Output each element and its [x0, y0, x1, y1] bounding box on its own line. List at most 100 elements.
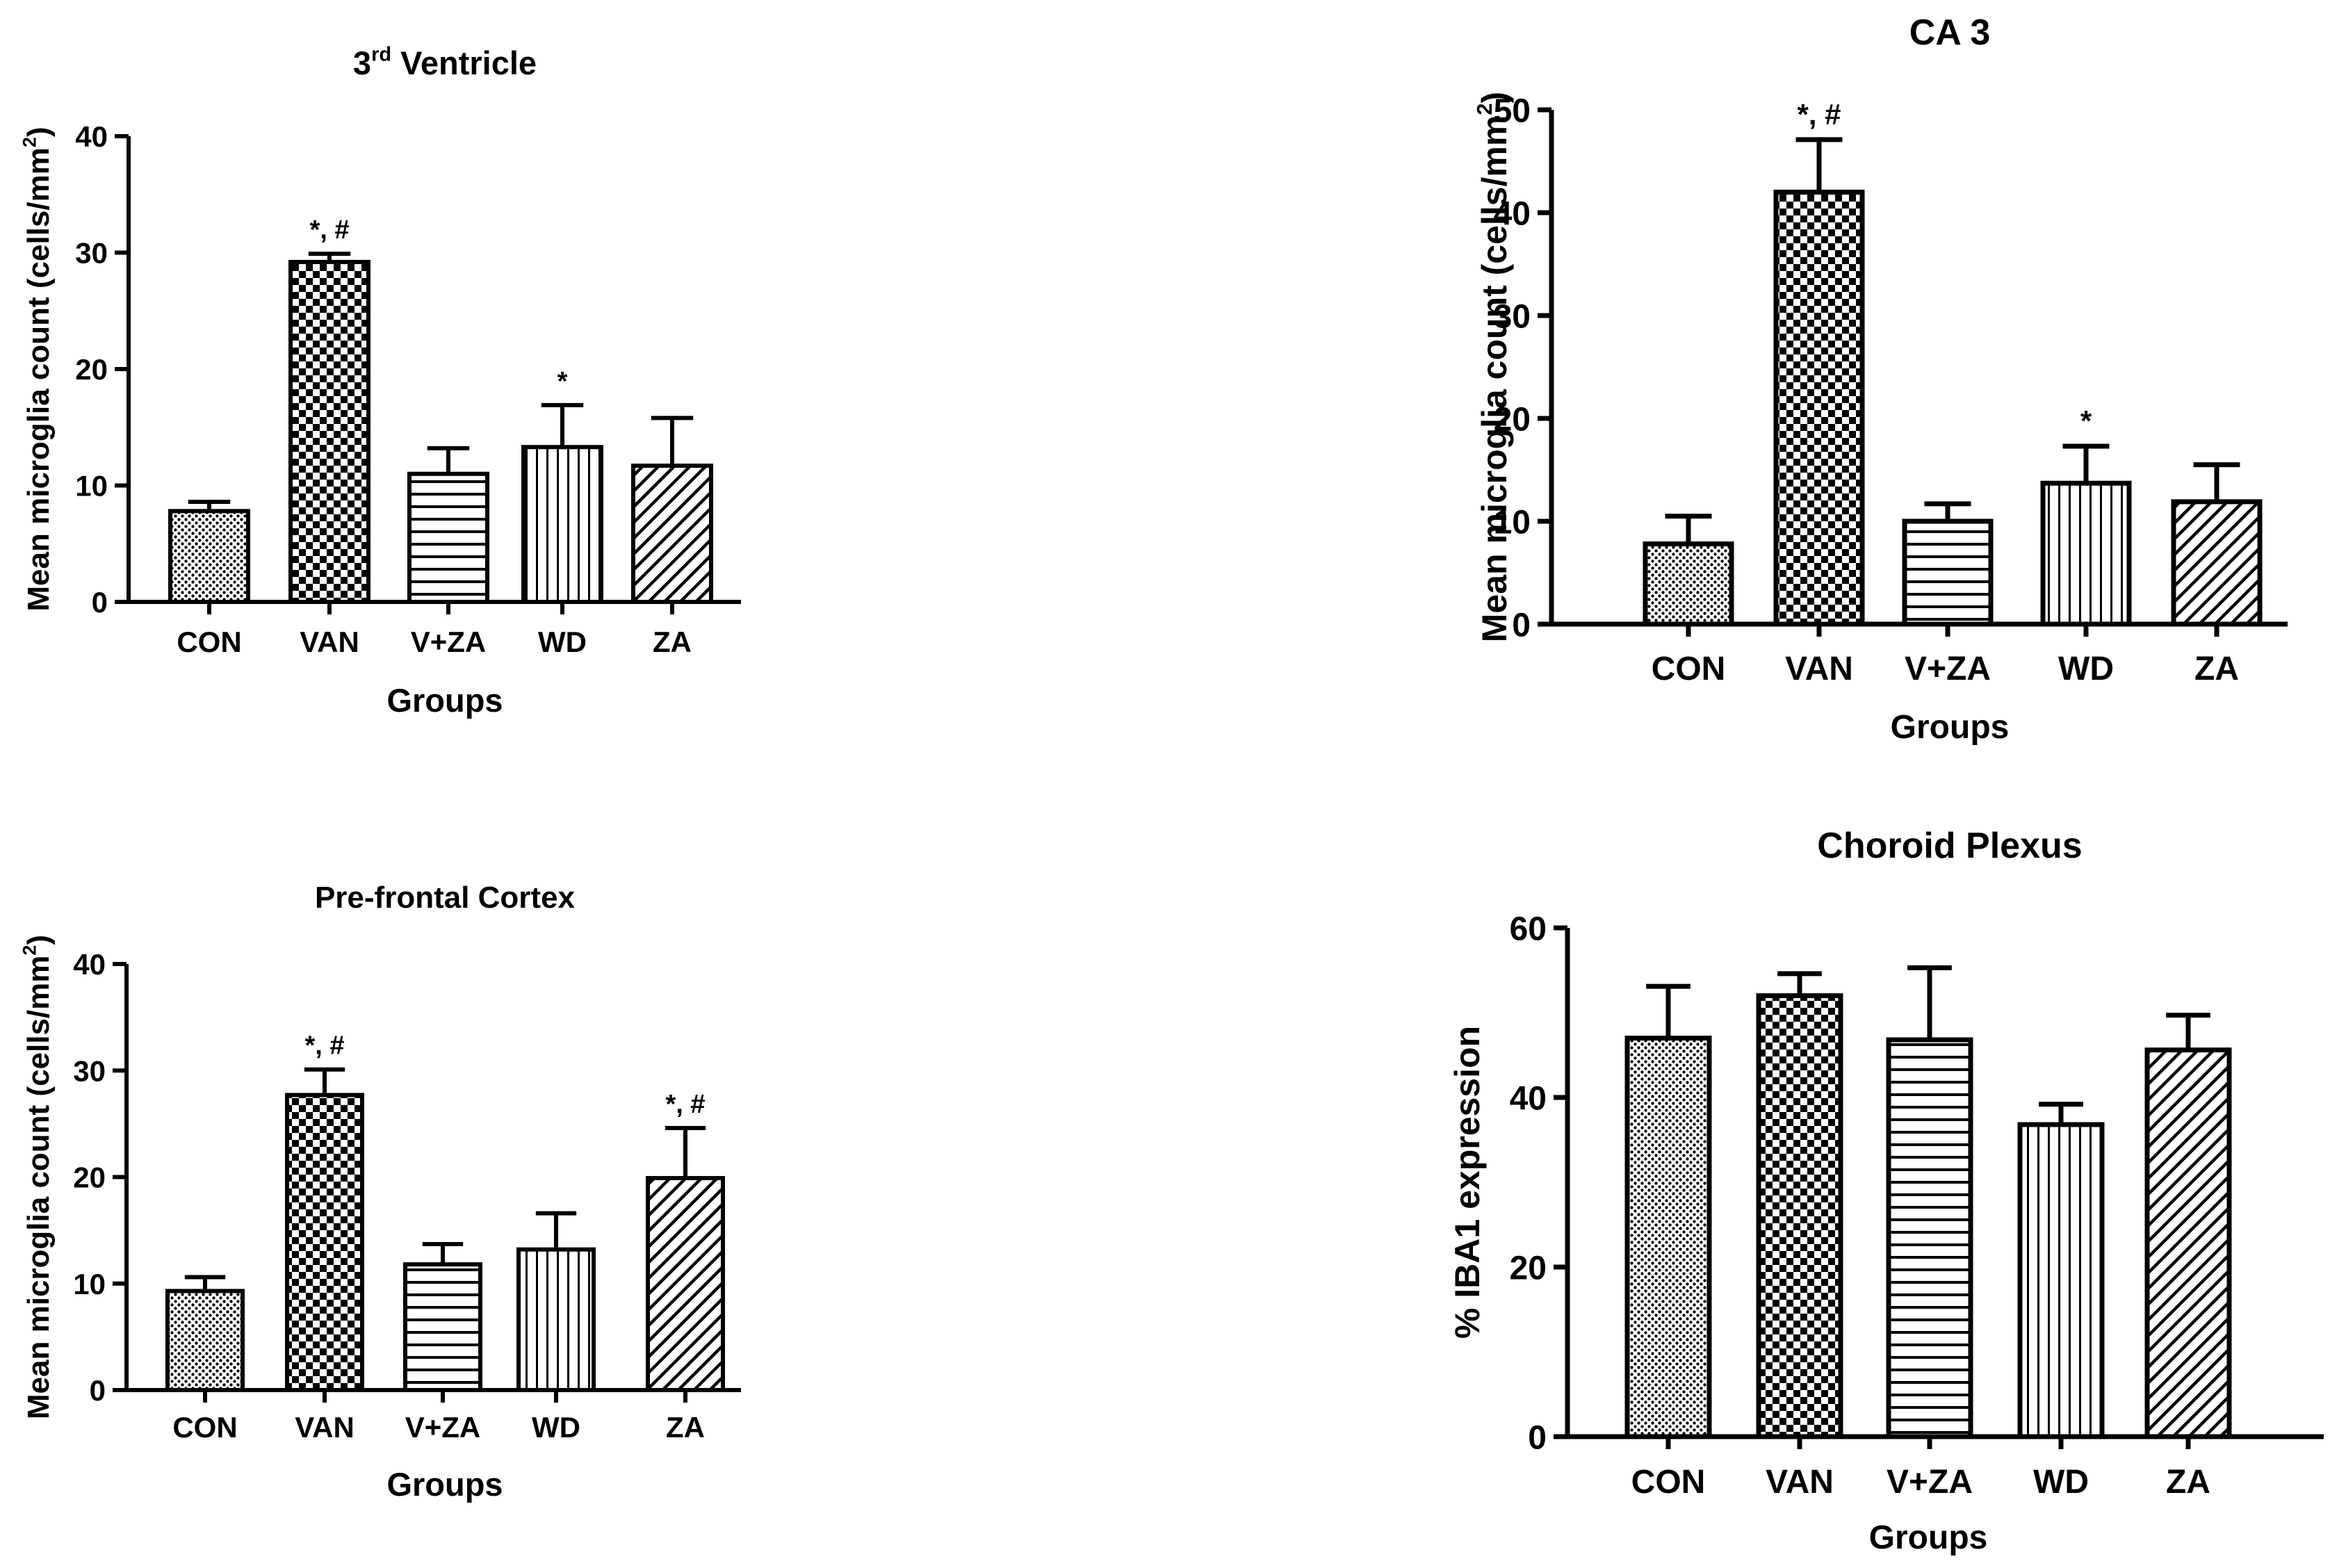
chart-title-main: 3 — [353, 44, 371, 81]
chart-title-main: Choroid Plexus — [1817, 826, 2082, 866]
bar-wd — [521, 445, 603, 604]
y-tick-label: 0 — [1512, 607, 1531, 644]
x-tick-label: CON — [1652, 651, 1726, 687]
y-axis-label-superscript: 2 — [19, 945, 40, 956]
bar-vplusza — [1902, 518, 1994, 627]
bar-za — [2171, 499, 2263, 627]
y-tick-label: 10 — [73, 1268, 106, 1300]
chart-title-main: Pre-frontal Cortex — [315, 881, 576, 915]
bar-wd — [516, 1247, 596, 1392]
y-tick-label: 10 — [75, 470, 108, 503]
bar-van — [288, 259, 370, 604]
chart-title: Choroid Plexus — [1817, 826, 2082, 866]
y-tick-label: 0 — [92, 586, 108, 619]
x-tick-label: WD — [2058, 651, 2114, 687]
bar-za — [646, 1176, 725, 1392]
y-tick-label: 30 — [73, 1054, 106, 1087]
x-tick-label: CON — [172, 1411, 237, 1444]
chart-p3: Pre-frontal Cortex *, # *, # 0 10 20 30 40 CON VA… — [19, 881, 741, 1503]
x-tick-label: V+ZA — [1905, 651, 1991, 687]
chart-title: Pre-frontal Cortex — [315, 881, 576, 915]
x-tick-label: ZA — [2194, 651, 2239, 687]
y-axis-label-main: Mean microglia count (cells/mm — [22, 147, 56, 612]
bar-con — [1643, 541, 1734, 627]
x-tick-label: WD — [2033, 1464, 2089, 1501]
bar-con — [168, 509, 250, 604]
significance-label: *, # — [304, 1031, 344, 1061]
bar-van — [1756, 993, 1843, 1439]
y-axis-label-main: Mean microglia count (cells/mm — [1475, 115, 1514, 643]
y-tick-label: 50 — [1494, 92, 1531, 129]
y-axis-label-main: % IBA1 expression — [1448, 1026, 1487, 1339]
y-tick-label: 0 — [1528, 1419, 1547, 1456]
y-tick-label: 10 — [1494, 504, 1531, 541]
y-axis-label-close: ) — [22, 935, 56, 945]
bar-vplusza — [1886, 1037, 1973, 1439]
x-tick-label: V+ZA — [411, 626, 487, 658]
x-axis-label: Groups — [1891, 709, 2010, 746]
x-axis-label: Groups — [1869, 1519, 1988, 1556]
y-axis-label-close: ) — [22, 126, 56, 137]
x-tick-label: VAN — [1766, 1464, 1834, 1501]
bar-con — [165, 1289, 245, 1393]
significance-label: * — [2080, 405, 2092, 437]
x-axis-label: Groups — [386, 682, 503, 719]
y-tick-label: 20 — [73, 1161, 106, 1194]
significance-label: *, # — [665, 1090, 705, 1119]
significance-label: *, # — [309, 215, 349, 245]
chart-title: CA 3 — [1909, 13, 1991, 53]
x-tick-label: V+ZA — [1887, 1464, 1973, 1501]
bar-vplusza — [407, 471, 489, 604]
chart-p1: 3rd Ventricle *, # * 0 10 20 30 40 CON VAN V+ZA WD Z… — [19, 43, 741, 719]
y-axis-label: Mean microglia count (cells/mm2) — [19, 935, 56, 1419]
chart-title-main: CA 3 — [1909, 13, 1991, 53]
y-axis-label: Mean microglia count (cells/mm2) — [1472, 92, 1514, 642]
chart-title-superscript: rd — [371, 43, 391, 65]
x-tick-label: V+ZA — [405, 1411, 481, 1444]
y-axis-label-main: Mean microglia count (cells/mm — [22, 956, 56, 1420]
y-axis-label-superscript: 2 — [19, 137, 40, 147]
y-tick-label: 30 — [75, 237, 108, 270]
x-tick-label: CON — [1631, 1464, 1706, 1501]
y-tick-label: 40 — [73, 948, 106, 981]
bar-con — [1624, 1036, 1712, 1439]
significance-label: *, # — [1797, 98, 1841, 131]
x-tick-label: VAN — [1785, 651, 1853, 687]
bar-za — [631, 464, 713, 605]
bar-van — [1773, 189, 1865, 627]
y-axis-label-close: ) — [1475, 92, 1514, 104]
y-tick-label: 20 — [1494, 401, 1531, 438]
y-tick-label: 0 — [90, 1374, 106, 1407]
y-tick-label: 20 — [1510, 1250, 1547, 1287]
x-tick-label: ZA — [666, 1411, 705, 1444]
y-axis-label-superscript: 2 — [1472, 103, 1497, 115]
x-tick-label: ZA — [653, 626, 692, 658]
chart-title-rest: Ventricle — [391, 44, 537, 81]
bar-wd — [2017, 1122, 2105, 1439]
y-tick-label: 40 — [1510, 1080, 1547, 1117]
x-tick-label: WD — [538, 626, 587, 658]
x-tick-label: CON — [177, 626, 241, 658]
y-axis-label: % IBA1 expression — [1448, 1026, 1487, 1339]
y-tick-label: 60 — [1510, 910, 1547, 947]
x-tick-label: WD — [532, 1411, 580, 1444]
x-tick-label: ZA — [2166, 1464, 2210, 1501]
bar-za — [2144, 1047, 2232, 1439]
significance-label: * — [557, 367, 568, 396]
y-tick-label: 30 — [1494, 298, 1531, 335]
bar-vplusza — [403, 1262, 482, 1393]
chart-title: 3rd Ventricle — [353, 43, 537, 81]
y-tick-label: 20 — [75, 353, 108, 386]
chart-p4: Choroid Plexus 0 20 40 60 CON VAN V+ZA WD ZA Group… — [1448, 826, 2324, 1556]
bar-wd — [2040, 480, 2132, 627]
chart-p2: CA 3 *, # * 0 10 20 30 40 50 CON VAN V+ZA WD ZA Groups… — [1472, 13, 2288, 746]
x-tick-label: VAN — [300, 626, 359, 658]
x-tick-label: VAN — [295, 1411, 355, 1444]
bar-van — [285, 1093, 364, 1393]
y-axis-label: Mean microglia count (cells/mm2) — [19, 126, 56, 611]
x-axis-label: Groups — [386, 1466, 503, 1503]
y-tick-label: 40 — [1494, 195, 1531, 232]
y-tick-label: 40 — [75, 120, 108, 153]
